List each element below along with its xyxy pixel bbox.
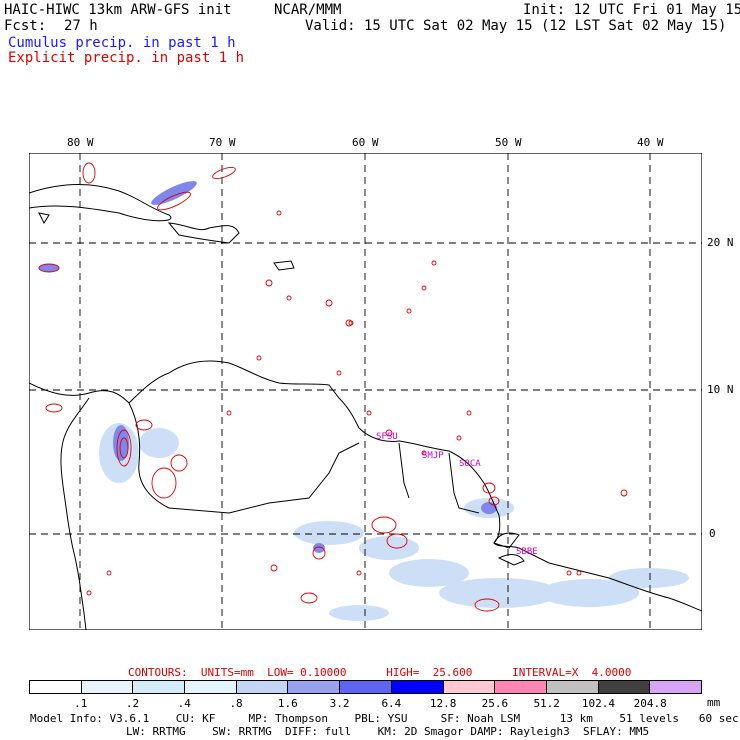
lon-label-70w: 70 W [209, 136, 236, 149]
colorbar-tick-label: 204.8 [633, 697, 667, 710]
colorbar-swatch [650, 681, 701, 693]
colorbar-swatch [185, 681, 237, 693]
colorbar-swatch [236, 681, 289, 693]
colorbar-swatch [30, 681, 82, 693]
coastlines [29, 184, 702, 630]
colorbar [29, 680, 702, 694]
colorbar-tick-label: .2 [125, 697, 140, 710]
colorbar-unit: mm [707, 696, 721, 709]
model-info-line1: Model Info: V3.6.1 CU: KF MP: Thompson P… [30, 712, 739, 725]
colorbar-tick-label: 51.2 [533, 697, 560, 710]
explicit-legend: Explicit precip. in past 1 h [8, 50, 245, 66]
cumulus-legend: Cumulus precip. in past 1 h [8, 35, 236, 51]
lon-label-80w: 80 W [67, 136, 94, 149]
colorbar-swatch [546, 681, 599, 693]
station-sbbe: SBBE [516, 547, 538, 557]
lat-label-10n: 10 N [707, 383, 734, 396]
lon-label-40w: 40 W [637, 136, 664, 149]
precip-map: SFSU SMJP SOCA SBBE [29, 153, 702, 630]
forecast-label: Fcst: [4, 18, 47, 34]
colorbar-swatch [133, 681, 186, 693]
center-label: NCAR/MMM [274, 2, 342, 18]
colorbar-tick-label: .4 [177, 697, 191, 710]
lon-label-60w: 60 W [352, 136, 379, 149]
init-time: Init: 12 UTC Fri 01 May 15 [523, 2, 740, 18]
colorbar-swatch [598, 681, 651, 693]
model-info-line2: LW: RRTMG SW: RRTMG DIFF: full KM: 2D Sm… [126, 725, 650, 738]
lon-label-50w: 50 W [495, 136, 522, 149]
lat-lon-grid [29, 153, 702, 630]
colorbar-tick-label: 6.4 [381, 697, 402, 710]
map-title: HAIC-HIWC 13km ARW-GFS init [4, 2, 232, 18]
colorbar-swatch [81, 681, 134, 693]
colorbar-tick-label: 12.8 [429, 697, 457, 710]
lat-label-20n: 20 N [707, 236, 734, 249]
valid-time: Valid: 15 UTC Sat 02 May 15 (12 LST Sat … [305, 18, 727, 34]
lat-label-equator: 0 [709, 527, 716, 540]
colorbar-tick-label: 102.4 [581, 697, 616, 710]
colorbar-swatch [340, 681, 392, 693]
colorbar-tick-label: 25.6 [481, 697, 509, 710]
colorbar-swatch [391, 681, 444, 693]
explicit-precip-contours [38, 162, 628, 612]
colorbar-tick-label: 1.6 [277, 697, 298, 710]
station-soca: SOCA [459, 459, 481, 469]
colorbar-swatch [288, 681, 341, 693]
colorbar-swatch [443, 681, 496, 693]
contours-info: CONTOURS: UNITS=mm LOW= 0.10000 HIGH= 25… [128, 666, 632, 679]
station-sfsu: SFSU [376, 432, 398, 442]
colorbar-tick-label: 3.2 [329, 697, 350, 710]
colorbar-swatch [495, 681, 547, 693]
forecast-hour: 27 h [64, 18, 98, 34]
colorbar-tick-label: .1 [74, 697, 88, 710]
station-smjp: SMJP [422, 451, 444, 461]
colorbar-tick-label: .8 [229, 697, 243, 710]
